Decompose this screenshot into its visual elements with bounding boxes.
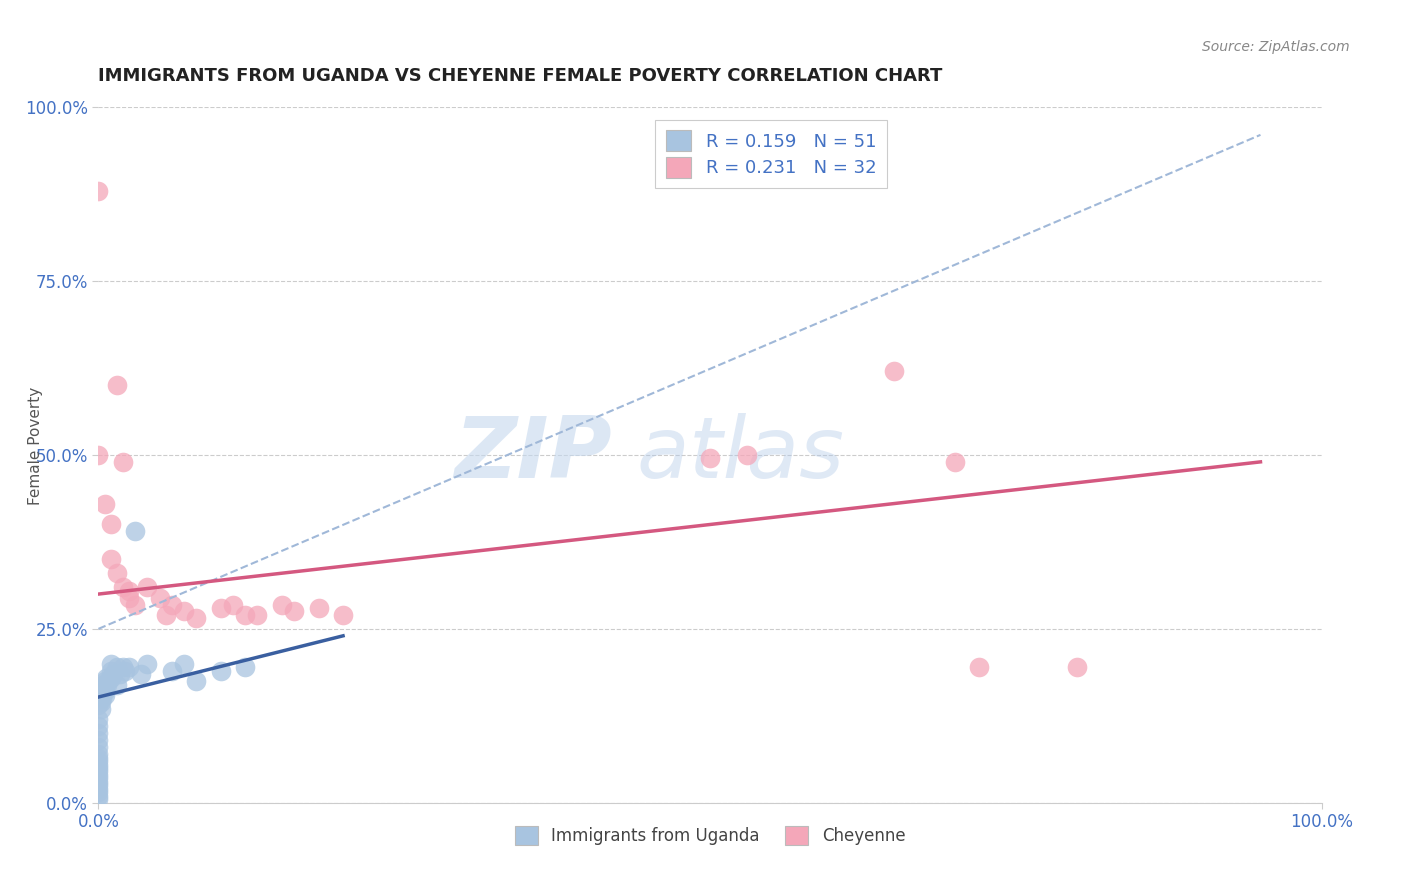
Point: [87, 719, 110, 733]
Point: [94, 671, 117, 685]
Point: [90, 702, 112, 716]
Point: [110, 667, 132, 681]
Legend: Immigrants from Uganda, Cheyenne: Immigrants from Uganda, Cheyenne: [506, 818, 914, 854]
Point: [91, 691, 114, 706]
Point: [87, 789, 110, 803]
Point: [136, 580, 159, 594]
Point: [136, 657, 159, 671]
Point: [186, 674, 208, 689]
Point: [118, 591, 141, 605]
Point: [308, 601, 330, 615]
Point: [93, 684, 115, 698]
Point: [93, 497, 115, 511]
Point: [87, 733, 110, 747]
Point: [87, 781, 110, 796]
Point: [160, 598, 183, 612]
Point: [87, 184, 110, 198]
Point: [87, 740, 110, 755]
Point: [173, 605, 195, 619]
Point: [111, 660, 134, 674]
Point: [100, 664, 122, 678]
Point: [100, 552, 122, 566]
Point: [124, 598, 146, 612]
Point: [87, 792, 110, 806]
Point: [87, 761, 110, 775]
Point: [87, 772, 110, 786]
Point: [87, 778, 110, 792]
Point: [97, 674, 120, 689]
Point: [246, 607, 269, 622]
Point: [100, 657, 122, 671]
Point: [105, 660, 128, 674]
Text: Female Poverty: Female Poverty: [28, 387, 42, 505]
Point: [87, 764, 110, 779]
Text: Source: ZipAtlas.com: Source: ZipAtlas.com: [1202, 40, 1350, 54]
Point: [118, 660, 141, 674]
Point: [233, 607, 256, 622]
Point: [332, 607, 354, 622]
Point: [111, 455, 134, 469]
Point: [89, 684, 111, 698]
Point: [149, 591, 172, 605]
Point: [87, 750, 110, 764]
Point: [105, 566, 128, 581]
Text: atlas: atlas: [637, 413, 845, 497]
Point: [155, 607, 177, 622]
Point: [173, 657, 195, 671]
Point: [186, 611, 208, 625]
Point: [87, 757, 110, 772]
Point: [967, 660, 990, 674]
Point: [233, 660, 256, 674]
Point: [699, 451, 721, 466]
Point: [90, 695, 112, 709]
Point: [91, 677, 114, 691]
Point: [100, 671, 122, 685]
Point: [100, 517, 122, 532]
Point: [90, 688, 112, 702]
Point: [222, 598, 245, 612]
Point: [87, 775, 110, 789]
Point: [283, 605, 305, 619]
Point: [87, 785, 110, 799]
Point: [129, 667, 152, 681]
Point: [209, 601, 232, 615]
Point: [160, 664, 183, 678]
Point: [87, 448, 110, 462]
Point: [111, 580, 134, 594]
Text: IMMIGRANTS FROM UGANDA VS CHEYENNE FEMALE POVERTY CORRELATION CHART: IMMIGRANTS FROM UGANDA VS CHEYENNE FEMAL…: [98, 67, 943, 85]
Point: [270, 598, 294, 612]
Point: [91, 681, 114, 695]
Text: ZIP: ZIP: [454, 413, 612, 497]
Point: [96, 677, 118, 691]
Point: [87, 698, 110, 713]
Point: [105, 378, 128, 392]
Point: [1066, 660, 1088, 674]
Point: [101, 667, 124, 681]
Point: [943, 455, 966, 469]
Point: [87, 754, 110, 768]
Point: [87, 768, 110, 782]
Point: [118, 583, 141, 598]
Point: [93, 674, 115, 689]
Point: [93, 688, 115, 702]
Point: [209, 664, 232, 678]
Point: [883, 364, 905, 378]
Point: [105, 677, 128, 691]
Point: [124, 524, 146, 539]
Point: [87, 747, 110, 761]
Point: [114, 664, 136, 678]
Point: [735, 448, 758, 462]
Point: [87, 712, 110, 726]
Point: [87, 726, 110, 740]
